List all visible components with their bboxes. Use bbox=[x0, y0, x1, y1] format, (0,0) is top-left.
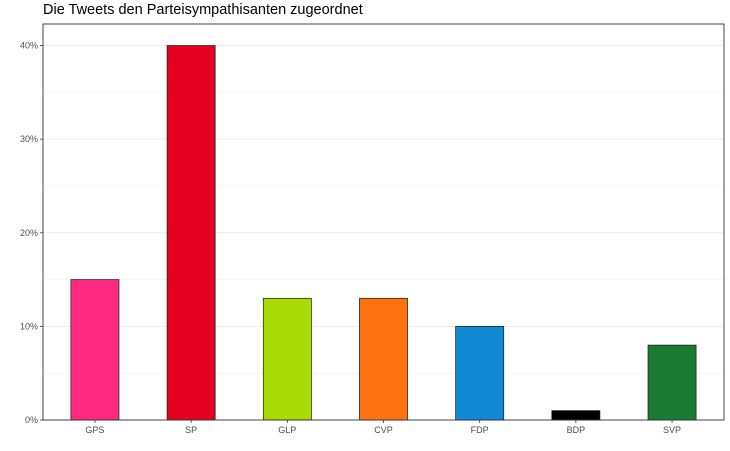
x-tick-label: FDP bbox=[471, 425, 489, 435]
x-tick-label: BDP bbox=[567, 425, 586, 435]
bar-svp bbox=[647, 344, 697, 421]
chart-title: Die Tweets den Parteisympathisanten zuge… bbox=[43, 2, 363, 18]
y-tick-label: 40% bbox=[20, 41, 38, 51]
bar-bdp bbox=[551, 410, 601, 421]
bar-sp bbox=[166, 45, 216, 421]
plot-panel-border bbox=[42, 23, 725, 421]
y-tick-label: 20% bbox=[20, 228, 38, 238]
x-tick-label: CVP bbox=[374, 425, 393, 435]
bar-cvp bbox=[359, 297, 408, 421]
bar-glp bbox=[262, 297, 312, 421]
y-tick-label: 30% bbox=[20, 134, 38, 144]
y-tick-label: 10% bbox=[20, 321, 38, 331]
x-tick-label: GLP bbox=[278, 425, 296, 435]
bar-fdp bbox=[455, 326, 505, 421]
bar-gps bbox=[70, 279, 120, 421]
x-tick-label: SP bbox=[185, 425, 197, 435]
x-tick-label: GPS bbox=[85, 425, 104, 435]
x-tick-label: SVP bbox=[663, 425, 681, 435]
y-tick-label: 0% bbox=[25, 415, 38, 425]
